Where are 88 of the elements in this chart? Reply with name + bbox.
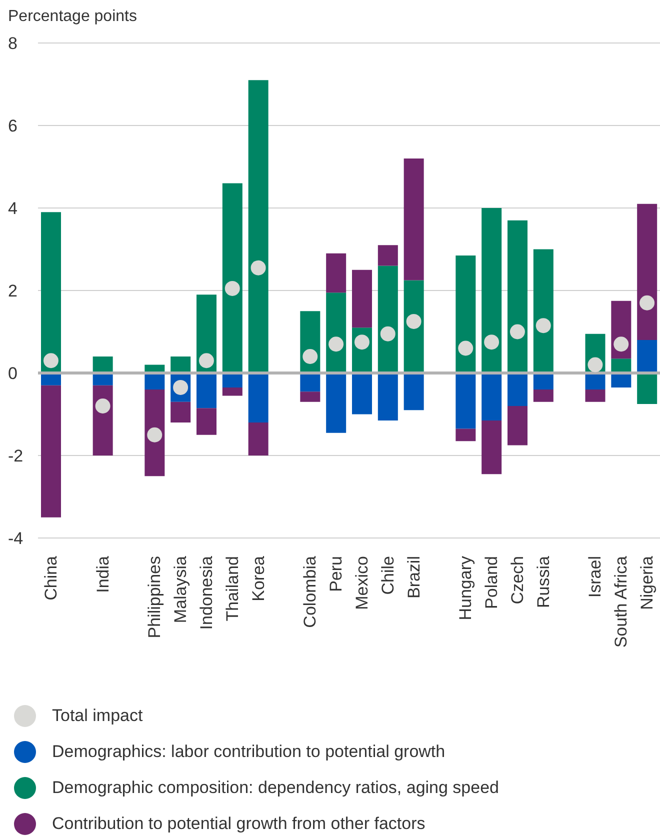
x-tick-label: Peru xyxy=(326,556,346,592)
x-tick-label: Malaysia xyxy=(171,555,190,624)
y-tick-label: 6 xyxy=(8,116,18,136)
x-tick-label: Poland xyxy=(482,556,502,609)
bar xyxy=(378,373,398,420)
bar xyxy=(196,373,216,408)
bar xyxy=(508,406,528,446)
bar xyxy=(404,158,424,280)
bar xyxy=(248,373,268,422)
point xyxy=(224,280,240,296)
y-tick-label: -4 xyxy=(8,529,24,548)
point xyxy=(406,314,422,329)
y-tick-label: 8 xyxy=(8,34,18,54)
bar xyxy=(144,390,165,476)
bar xyxy=(637,204,658,340)
point xyxy=(588,357,603,372)
bar xyxy=(196,408,216,435)
bar xyxy=(352,373,372,414)
bar xyxy=(533,390,554,402)
bar xyxy=(456,428,476,442)
legend-label: Demographic composition: dependency ratios, aging speed xyxy=(52,778,499,798)
y-tick-label: -2 xyxy=(8,446,24,466)
x-tick-label: Nigeria xyxy=(638,555,657,610)
x-tick-label: Philippines xyxy=(145,556,164,638)
x-tick-label: India xyxy=(93,555,112,593)
legend-label: Demographics: labor contribution to potential growth xyxy=(52,742,446,762)
x-tick-label: South Africa xyxy=(612,555,631,648)
bar xyxy=(248,422,268,456)
bar xyxy=(326,253,346,293)
bar xyxy=(92,356,113,373)
point xyxy=(640,295,655,310)
x-tick-label: Israel xyxy=(586,556,605,598)
point xyxy=(302,349,318,364)
bar xyxy=(637,373,658,404)
bar xyxy=(456,373,476,429)
bar xyxy=(222,183,242,373)
point xyxy=(250,260,266,276)
x-tick-label: Czech xyxy=(508,556,527,604)
bar xyxy=(300,373,320,392)
bar xyxy=(585,373,606,390)
bar xyxy=(378,245,398,266)
point xyxy=(198,353,214,368)
y-axis-title: Percentage points xyxy=(8,8,138,27)
point xyxy=(43,353,58,368)
bar xyxy=(508,373,528,406)
bar xyxy=(482,208,502,373)
bar xyxy=(637,340,658,373)
point xyxy=(510,324,525,340)
y-tick-label: 0 xyxy=(8,364,18,384)
bar xyxy=(170,402,191,422)
bar xyxy=(508,220,528,373)
bar xyxy=(482,420,502,474)
legend-label: Total impact xyxy=(52,706,143,726)
bar xyxy=(248,80,268,373)
point xyxy=(458,340,474,356)
bar xyxy=(170,356,191,373)
point xyxy=(147,427,162,442)
point xyxy=(484,334,500,350)
point xyxy=(380,326,396,342)
x-tick-label: Thailand xyxy=(222,556,242,622)
x-tick-label: China xyxy=(41,555,60,600)
x-tick-label: Russia xyxy=(534,555,553,608)
x-tick-label: Colombia xyxy=(300,555,320,628)
y-tick-label: 2 xyxy=(8,282,18,301)
x-tick-label: Mexico xyxy=(352,556,372,610)
x-tick-label: Brazil xyxy=(404,556,424,599)
legend-label: Contribution to potential growth from other factors xyxy=(52,814,426,834)
bar xyxy=(222,387,242,396)
bar xyxy=(41,212,61,373)
bar xyxy=(482,373,502,420)
bar xyxy=(404,373,424,410)
point xyxy=(614,336,629,352)
y-tick-label: 4 xyxy=(8,199,18,218)
bar xyxy=(144,373,165,390)
bar xyxy=(41,385,61,518)
point xyxy=(328,336,344,352)
point xyxy=(536,318,551,334)
bar xyxy=(300,392,320,402)
bar xyxy=(326,373,346,433)
bar xyxy=(352,270,372,328)
x-tick-label: Hungary xyxy=(456,556,476,620)
x-tick-label: Korea xyxy=(248,555,268,602)
point xyxy=(95,398,110,414)
bar xyxy=(533,249,554,373)
bar xyxy=(585,390,606,402)
x-tick-label: Indonesia xyxy=(196,555,216,630)
x-tick-label: Chile xyxy=(378,556,398,595)
bar xyxy=(533,373,554,390)
